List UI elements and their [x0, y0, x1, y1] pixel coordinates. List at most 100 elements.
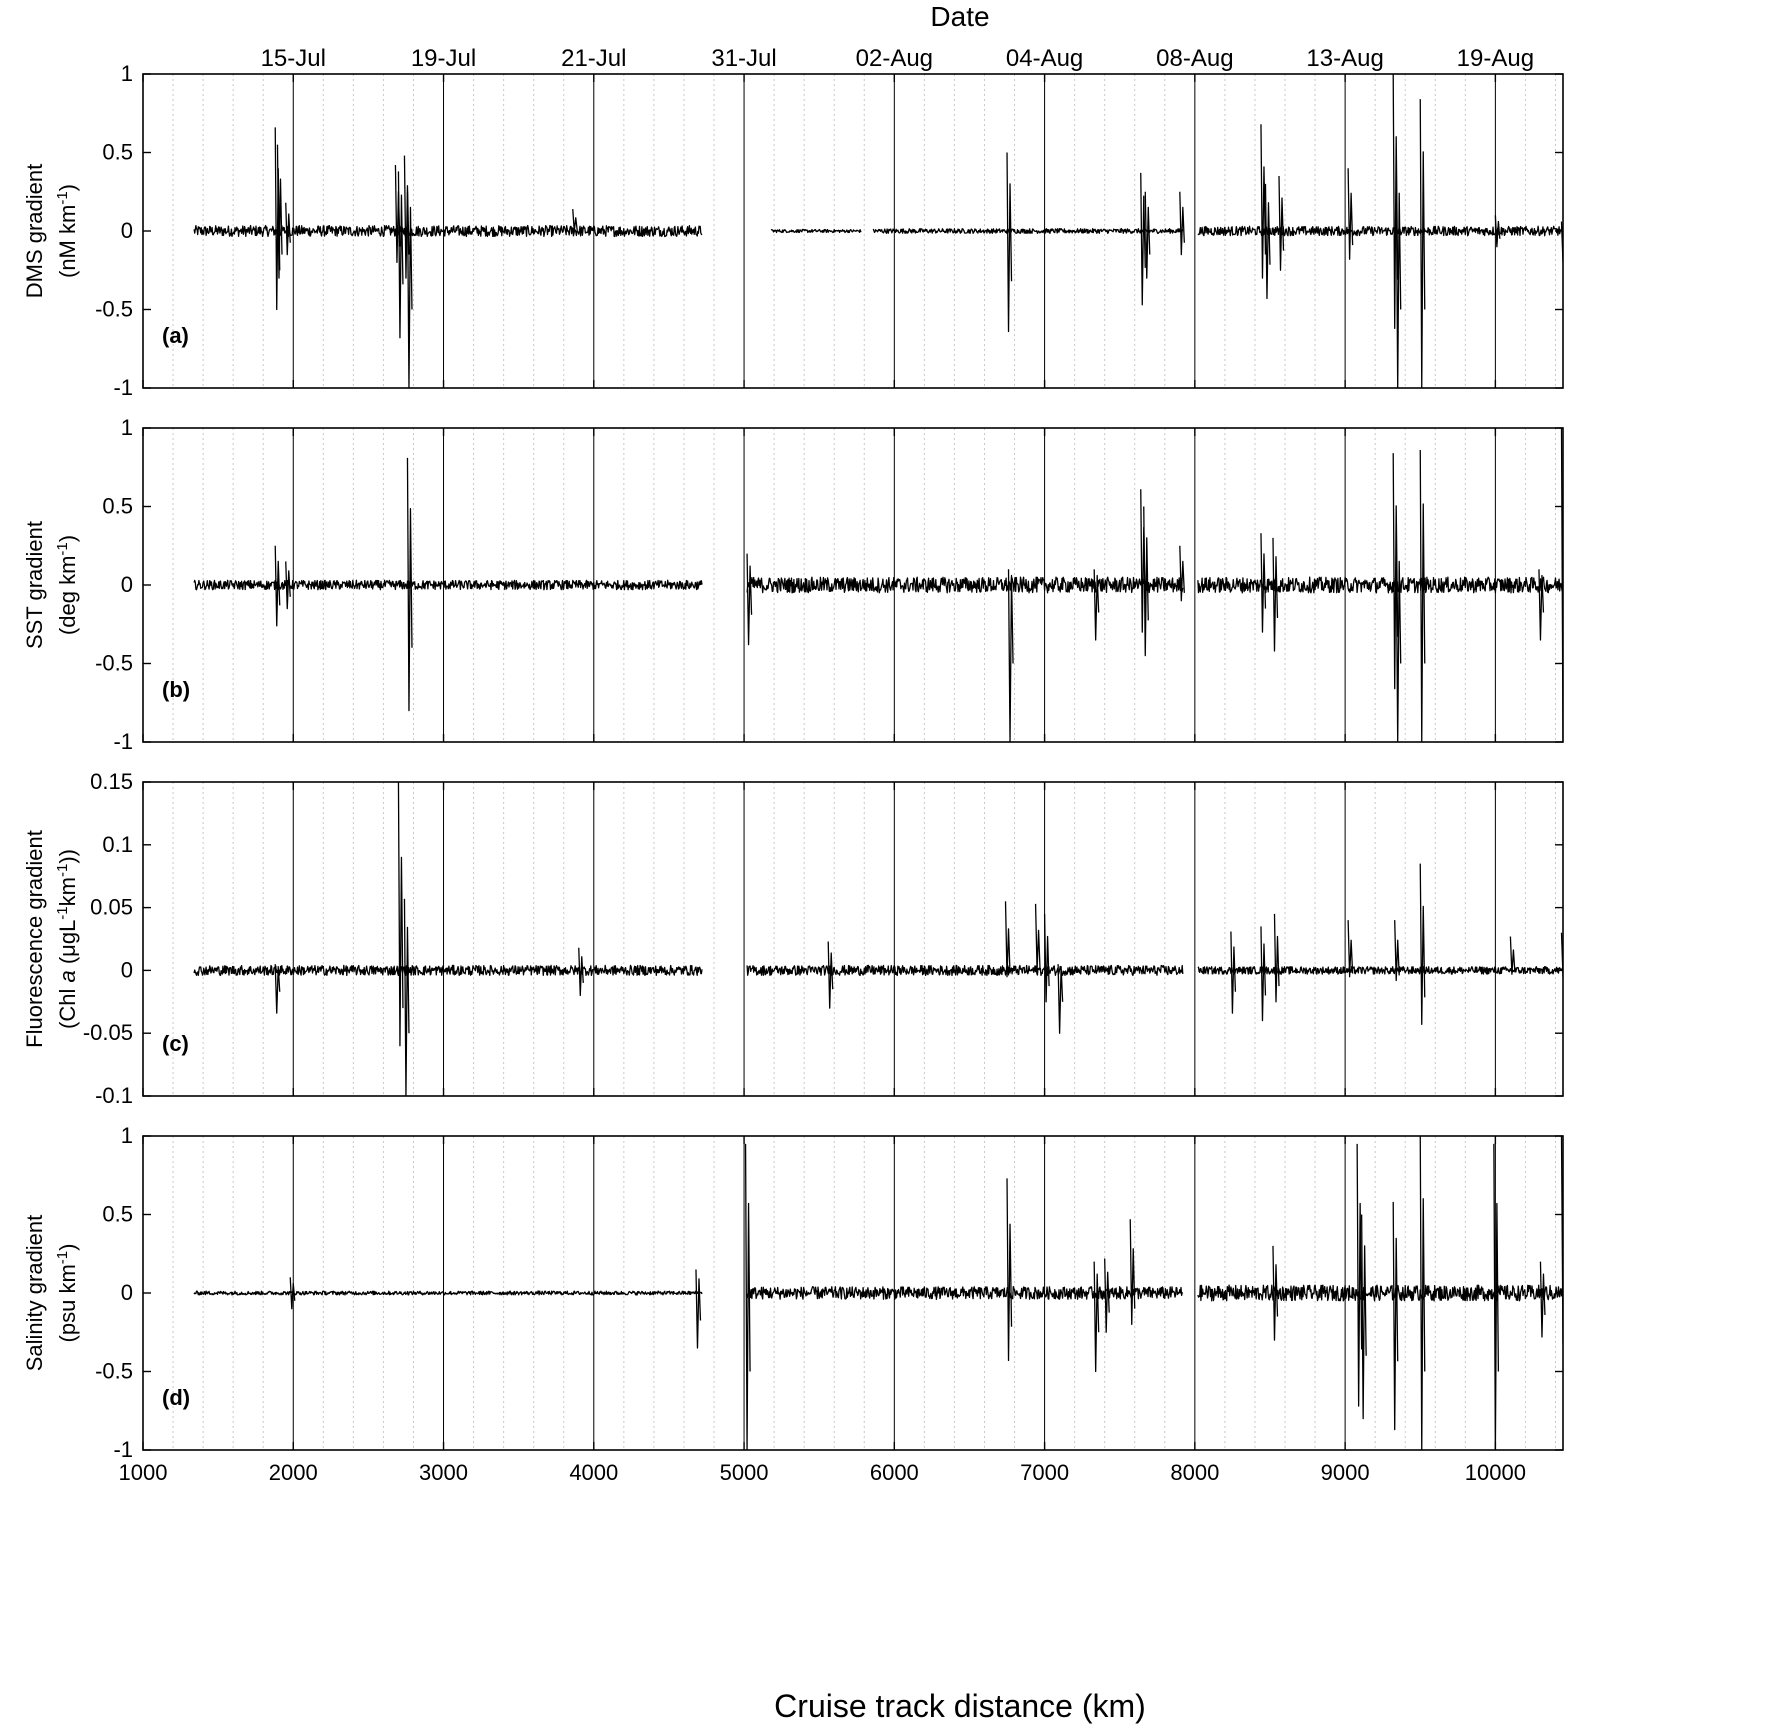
data-spike [285, 202, 291, 256]
series-line-segment [193, 224, 703, 238]
plot-frame [142, 781, 1564, 1097]
y-axis-title-line1: Salinity gradient [22, 1215, 47, 1372]
data-spike [744, 1143, 751, 1450]
data-spike [1179, 545, 1185, 602]
date-label: 04-Aug [1006, 45, 1083, 72]
data-spike [1264, 183, 1271, 300]
data-spike [289, 1277, 296, 1310]
series-line-segment [746, 1286, 1184, 1300]
data-spike [1007, 569, 1014, 742]
data-spike [274, 127, 281, 311]
panel-letter: (c) [162, 1031, 189, 1056]
data-spike [1356, 1143, 1363, 1407]
data-spike [1004, 901, 1011, 978]
x-tick-label: 9000 [1321, 1460, 1370, 1485]
y-axis-title-line2: (deg km-1) [54, 535, 80, 635]
data-spike [1260, 124, 1267, 279]
date-label: 19-Aug [1457, 45, 1534, 72]
data-spike [1034, 903, 1041, 972]
x-tick-label: 4000 [569, 1460, 618, 1485]
data-spike [1273, 913, 1280, 1003]
panel-letter: (b) [162, 677, 190, 702]
data-spike [1093, 569, 1100, 641]
data-spike [274, 545, 281, 627]
series-line-segment [770, 228, 862, 234]
data-spike [1057, 964, 1064, 1034]
panel-a: 10.50-0.5-1(a)DMS gradient (nM km-1) [22, 61, 1564, 400]
y-axis-title-part: a [55, 970, 80, 982]
y-tick-label: 0.1 [102, 832, 133, 857]
data-spike [1493, 1143, 1500, 1450]
data-spike [1395, 168, 1402, 388]
data-spike [1006, 152, 1013, 333]
data-spike [285, 561, 291, 610]
series-line-segment [746, 576, 1184, 594]
x-axis-title: Cruise track distance (km) [774, 1688, 1146, 1724]
data-spike [406, 457, 413, 712]
y-tick-label: 1 [121, 61, 133, 86]
x-tick-label: 3000 [419, 1460, 468, 1485]
y-tick-label: 0 [121, 1280, 133, 1305]
x-tick-label: 2000 [269, 1460, 318, 1485]
y-axis-title-part: (Chl [55, 983, 80, 1029]
panel-d: 10.50-0.5-1(d)Salinity gradient (psu km-1… [22, 1123, 1564, 1485]
y-tick-label: 0.15 [90, 769, 133, 794]
data-spike [1006, 1178, 1013, 1362]
date-label: 21-Jul [561, 45, 626, 72]
date-label: 08-Aug [1156, 45, 1233, 72]
data-spike [1093, 1261, 1100, 1373]
y-tick-label: 1 [121, 1123, 133, 1148]
data-spike [1272, 537, 1279, 652]
series-line-segment [193, 579, 703, 591]
panel-letter: (a) [162, 323, 189, 348]
data-spike [1538, 569, 1545, 641]
data-spike [1144, 191, 1151, 279]
y-axis-title-part: -1 [54, 906, 71, 919]
data-spike [1347, 168, 1354, 260]
y-axis-title-part: (μgL [55, 920, 80, 971]
y-axis-title-line2: (nM km-1) [54, 184, 80, 278]
y-axis-title-part: km [55, 877, 80, 906]
data-spike [1140, 172, 1146, 306]
y-tick-label: -0.5 [95, 1359, 133, 1384]
x-tick-label: 1000 [119, 1460, 168, 1485]
panel-c: 0.15 0.1 0.05 0 -0.05 -0.1 (c) Fluorescence gra… [22, 769, 1564, 1108]
data-spike [1260, 533, 1267, 633]
date-label: 31-Jul [711, 45, 776, 72]
y-tick-label: -0.05 [83, 1020, 133, 1045]
data-spike [1361, 1214, 1367, 1420]
y-tick-label: 0.5 [102, 1202, 133, 1227]
data-spike [1043, 913, 1050, 1003]
y-tick-label: -1 [113, 729, 133, 754]
data-spike [403, 898, 410, 1096]
panel-b: 10.50-0.5-1(b)SST gradient (deg km-1) [22, 415, 1564, 754]
y-tick-label: -0.5 [95, 297, 133, 322]
y-tick-label: 0 [121, 572, 133, 597]
x-tick-label: 8000 [1170, 1460, 1219, 1485]
y-tick-label: -1 [113, 375, 133, 400]
data-spike [1260, 926, 1267, 1022]
series-line-segment [1197, 225, 1563, 237]
date-label: 13-Aug [1306, 45, 1383, 72]
data-spike [1419, 99, 1426, 388]
y-axis-title-part: )) [55, 849, 80, 864]
y-axis-title-line1: SST gradient [22, 521, 47, 649]
data-spike [1419, 1136, 1426, 1450]
y-axis-title-part: ) [55, 535, 80, 542]
panel-letter: (d) [162, 1385, 190, 1410]
y-tick-label: -0.1 [95, 1083, 133, 1108]
series-line-segment [746, 964, 1184, 977]
y-axis-title-line2: (psu km-1) [54, 1244, 80, 1343]
y-axis-title-part: ) [55, 184, 80, 191]
data-spike [1143, 506, 1149, 657]
y-tick-label: 0.5 [102, 494, 133, 519]
y-axis-title-part: (nM km [55, 205, 80, 278]
y-tick-label: 0.05 [90, 895, 133, 920]
data-spike [1347, 920, 1354, 978]
y-tick-label: -0.5 [95, 651, 133, 676]
series-line-segment [193, 1290, 703, 1296]
data-spike [695, 1269, 702, 1349]
data-spike [1179, 191, 1185, 256]
series-line-segment [1197, 1284, 1563, 1302]
